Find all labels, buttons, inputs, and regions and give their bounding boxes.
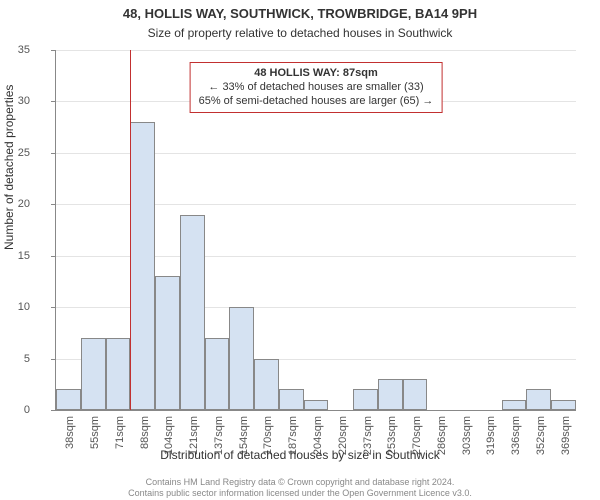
property-annotation: 48 HOLLIS WAY: 87sqm← 33% of detached ho… bbox=[190, 62, 443, 113]
histogram-bar bbox=[304, 400, 329, 410]
histogram-bar bbox=[279, 389, 304, 410]
y-tick-mark bbox=[51, 50, 56, 51]
x-tick-label: 71sqm bbox=[114, 416, 126, 449]
attribution-line1: Contains HM Land Registry data © Crown c… bbox=[146, 477, 455, 487]
y-tick-mark bbox=[51, 204, 56, 205]
histogram-bar bbox=[353, 389, 378, 410]
y-tick-mark bbox=[51, 101, 56, 102]
page-title: 48, HOLLIS WAY, SOUTHWICK, TROWBRIDGE, B… bbox=[0, 6, 600, 21]
grid-line bbox=[56, 50, 576, 51]
page-subtitle: Size of property relative to detached ho… bbox=[0, 26, 600, 40]
y-tick-mark bbox=[51, 307, 56, 308]
histogram-bar bbox=[81, 338, 106, 410]
y-tick-label: 20 bbox=[0, 198, 30, 210]
x-axis-label: Distribution of detached houses by size … bbox=[0, 448, 600, 462]
y-tick-mark bbox=[51, 256, 56, 257]
histogram-bar bbox=[180, 215, 205, 410]
x-tick-labels: 38sqm55sqm71sqm88sqm104sqm121sqm137sqm15… bbox=[55, 412, 575, 452]
histogram-bar bbox=[155, 276, 180, 410]
attribution-line2: Contains public sector information licen… bbox=[128, 488, 472, 498]
y-tick-label: 30 bbox=[0, 95, 30, 107]
property-marker-line bbox=[130, 50, 131, 410]
annotation-line1: 48 HOLLIS WAY: 87sqm bbox=[199, 67, 434, 81]
y-tick-label: 25 bbox=[0, 147, 30, 159]
y-tick-mark bbox=[51, 359, 56, 360]
histogram-bar bbox=[229, 307, 254, 410]
y-tick-label: 15 bbox=[0, 250, 30, 262]
chart-plot-area: 48 HOLLIS WAY: 87sqm← 33% of detached ho… bbox=[55, 50, 576, 411]
x-tick-label: 38sqm bbox=[64, 416, 76, 449]
y-tick-label: 10 bbox=[0, 301, 30, 313]
y-tick-mark bbox=[51, 410, 56, 411]
x-tick-label: 55sqm bbox=[89, 416, 101, 449]
y-tick-label: 0 bbox=[0, 404, 30, 416]
histogram-bar bbox=[526, 389, 551, 410]
y-tick-mark bbox=[51, 153, 56, 154]
y-axis-label: Number of detached properties bbox=[2, 85, 16, 250]
histogram-bar bbox=[378, 379, 403, 410]
y-tick-label: 5 bbox=[0, 353, 30, 365]
histogram-bar bbox=[502, 400, 527, 410]
histogram-bar bbox=[56, 389, 81, 410]
histogram-bar bbox=[254, 359, 279, 410]
y-tick-label: 35 bbox=[0, 44, 30, 56]
histogram-bar bbox=[551, 400, 576, 410]
histogram-bar bbox=[205, 338, 230, 410]
attribution-text: Contains HM Land Registry data © Crown c… bbox=[0, 477, 600, 498]
histogram-bar bbox=[130, 122, 155, 410]
histogram-bar bbox=[106, 338, 131, 410]
annotation-line2: ← 33% of detached houses are smaller (33… bbox=[199, 81, 434, 95]
x-tick-label: 88sqm bbox=[139, 416, 151, 449]
annotation-line3: 65% of semi-detached houses are larger (… bbox=[199, 95, 434, 109]
histogram-bar bbox=[403, 379, 428, 410]
